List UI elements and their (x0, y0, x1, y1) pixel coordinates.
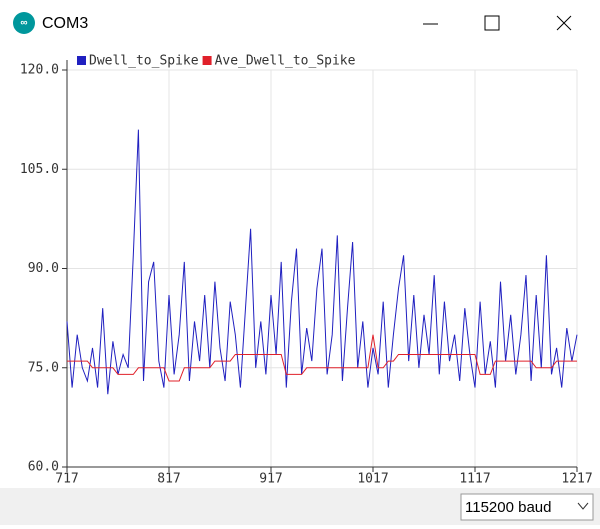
y-tick-label: 90.0 (28, 261, 59, 276)
y-tick-label: 75.0 (28, 360, 59, 375)
baud-label: 115200 baud (465, 499, 551, 516)
plot: 60.0 75.0 90.0 105.0 120.0 717 817 917 1017 1117 1… (20, 54, 593, 487)
data-line (67, 334, 577, 382)
legend-label: Dwell_to_Spike (89, 54, 199, 69)
close-button[interactable] (556, 15, 572, 31)
x-tick-label: 1017 (357, 472, 388, 487)
app-icon (13, 12, 35, 34)
x-tick-label: 1117 (459, 472, 490, 487)
legend-label: Ave_Dwell_to_Spike (215, 54, 356, 69)
x-tick-label: 817 (157, 472, 180, 487)
x-tick-label: 717 (55, 472, 78, 487)
dropdown-arrow (577, 502, 589, 510)
y-tick-label: 105.0 (20, 162, 59, 177)
data-line (66, 129, 578, 395)
window-title: COM3 (42, 15, 88, 32)
legend-swatch (77, 56, 86, 65)
baud-dropdown[interactable] (460, 493, 594, 521)
app-icon-glyph: ∞ (20, 18, 27, 29)
legend-swatch (202, 56, 212, 65)
maximize-button[interactable] (484, 15, 500, 31)
y-tick-label: 60.0 (28, 460, 59, 475)
x-tick-label: 1217 (561, 472, 592, 487)
x-tick-label: 917 (259, 472, 282, 487)
y-tick-label: 120.0 (20, 63, 59, 78)
